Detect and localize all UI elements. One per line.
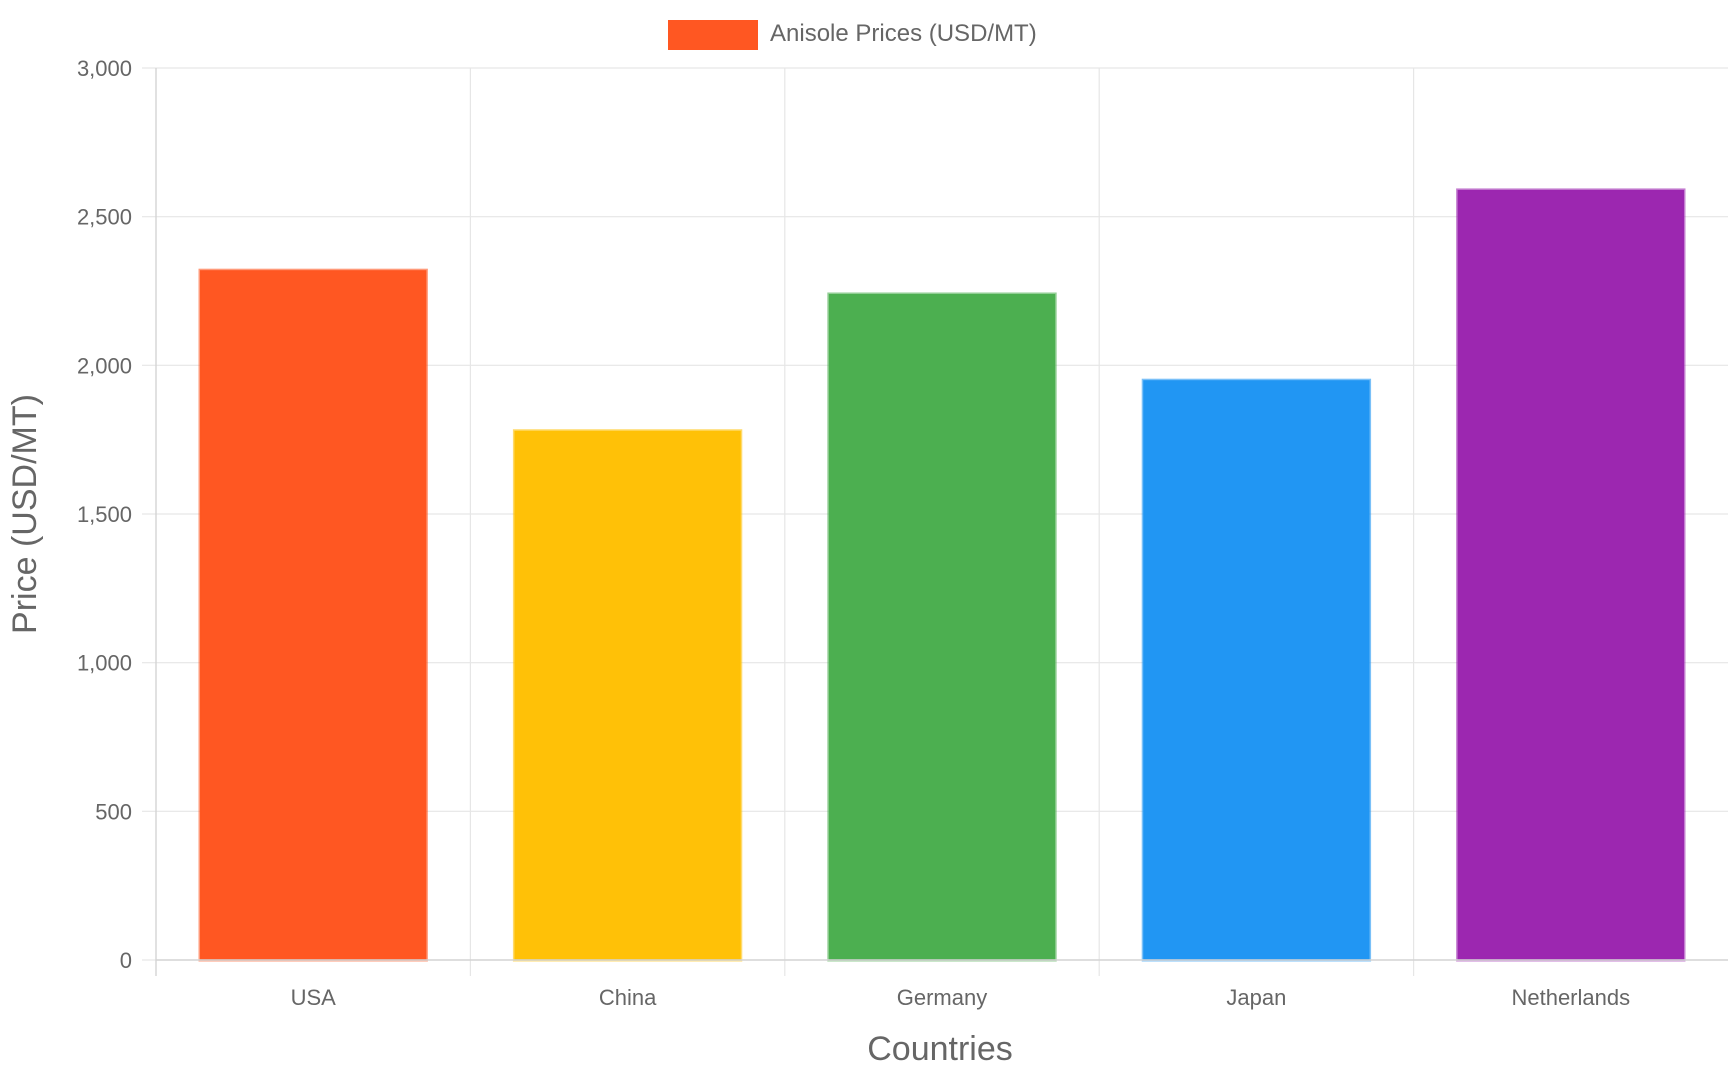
- legend-swatch[interactable]: [668, 20, 758, 50]
- bar-china[interactable]: [512, 429, 743, 962]
- y-tick-label: 2,500: [77, 205, 132, 230]
- bars-layer: [198, 188, 1686, 962]
- tick-labels-layer: 0 500 1,000 1,500 2,000 2,500 3,000 USA China Ger…: [77, 56, 1630, 1010]
- axes-layer: [155, 68, 1728, 976]
- x-tick-label: USA: [291, 985, 337, 1010]
- legend[interactable]: Anisole Prices (USD/MT): [668, 20, 1037, 50]
- y-tick-label: 2,000: [77, 353, 132, 378]
- y-axis-title: Price (USD/MT): [6, 394, 44, 634]
- bar-japan[interactable]: [1141, 378, 1372, 962]
- x-axis-title: Countries: [867, 1030, 1013, 1068]
- y-tick-label: 1,500: [77, 502, 132, 527]
- bar-netherlands[interactable]: [1456, 188, 1686, 962]
- y-tick-label: 0: [120, 948, 132, 973]
- x-tick-label: Japan: [1226, 985, 1286, 1010]
- y-tick-label: 3,000: [77, 56, 132, 81]
- x-tick-label: China: [599, 985, 657, 1010]
- bar-usa[interactable]: [198, 268, 428, 962]
- y-tick-label: 1,000: [77, 651, 132, 676]
- legend-label[interactable]: Anisole Prices (USD/MT): [770, 20, 1037, 47]
- bar-germany[interactable]: [827, 292, 1057, 962]
- y-tick-label: 500: [95, 799, 132, 824]
- x-tick-label: Netherlands: [1511, 985, 1630, 1010]
- x-tick-label: Germany: [897, 985, 987, 1010]
